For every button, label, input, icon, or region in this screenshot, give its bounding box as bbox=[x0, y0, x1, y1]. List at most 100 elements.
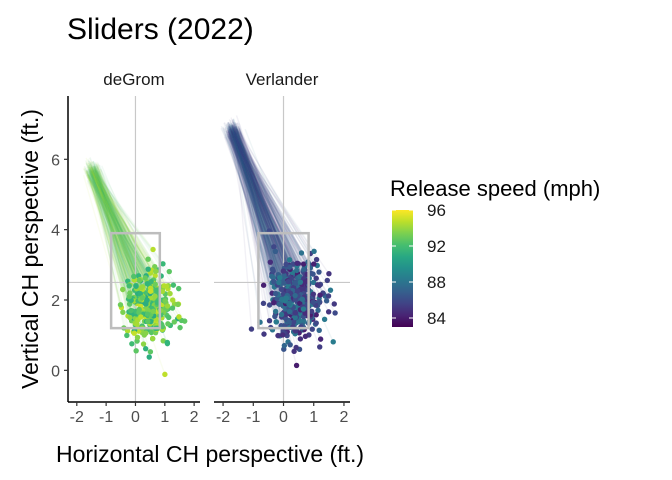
pitch-point bbox=[175, 285, 182, 292]
trajectory-line bbox=[228, 123, 315, 252]
trajectory-line bbox=[91, 167, 170, 272]
pitch-point bbox=[292, 314, 298, 321]
pitch-point bbox=[146, 354, 152, 360]
trajectory-line bbox=[89, 161, 147, 277]
pitch-point bbox=[286, 308, 293, 315]
trajectory-line bbox=[228, 137, 288, 289]
pitch-point bbox=[308, 308, 315, 314]
pitch-point bbox=[169, 297, 176, 303]
trajectory-line bbox=[235, 126, 281, 278]
trajectory-line bbox=[228, 134, 293, 292]
trajectory-line bbox=[89, 165, 142, 281]
pitch-point bbox=[317, 336, 324, 342]
trajectory-line bbox=[93, 167, 157, 314]
pitch-point bbox=[152, 272, 158, 279]
pitch-point bbox=[162, 298, 168, 304]
pitch-point bbox=[137, 291, 143, 297]
pitch-point bbox=[311, 248, 317, 255]
pitch-point bbox=[138, 314, 144, 320]
trajectory-line bbox=[229, 125, 318, 266]
trajectory-line bbox=[94, 170, 155, 307]
trajectory-line bbox=[92, 164, 162, 288]
trajectory-line bbox=[230, 128, 315, 283]
trajectory-line bbox=[227, 135, 289, 293]
facet-panel-verlander: Verlander -2 -1 0 1 2 bbox=[214, 70, 350, 426]
legend: Release speed (mph) 96 92 88 84 bbox=[390, 176, 600, 328]
pitch-point bbox=[126, 283, 132, 289]
pitch-point bbox=[120, 286, 126, 293]
trajectory-line bbox=[233, 135, 271, 306]
trajectory-line bbox=[235, 122, 287, 298]
trajectory-line bbox=[231, 126, 301, 279]
trajectory-line bbox=[91, 166, 135, 277]
trajectory-line bbox=[94, 167, 152, 282]
trajectory-line bbox=[226, 122, 306, 275]
pitch-point bbox=[117, 302, 124, 308]
trajectory-line bbox=[227, 126, 306, 268]
pitch-point bbox=[280, 332, 286, 338]
trajectory-line bbox=[87, 158, 122, 305]
pitch-point bbox=[145, 318, 151, 325]
pitch-point bbox=[261, 331, 267, 337]
pitch-point bbox=[316, 327, 322, 333]
trajectory-line bbox=[231, 131, 297, 317]
pitch-point bbox=[269, 266, 276, 272]
y-tick-label: 2 bbox=[51, 293, 60, 310]
trajectory-line bbox=[86, 169, 133, 321]
trajectory-line bbox=[93, 179, 136, 291]
trajectory-line bbox=[227, 128, 305, 271]
trajectory-line bbox=[231, 124, 291, 294]
pitch-point bbox=[297, 273, 303, 280]
pitch-point bbox=[324, 277, 331, 284]
pitch-point bbox=[269, 273, 275, 279]
trajectory-line bbox=[88, 164, 139, 294]
trajectory-line bbox=[231, 124, 274, 272]
trajectory-line bbox=[234, 137, 285, 290]
trajectory-line bbox=[88, 171, 157, 292]
pitch-point bbox=[272, 290, 279, 297]
trajectory-line bbox=[238, 130, 286, 297]
trajectory-line bbox=[83, 168, 148, 283]
pitch-point bbox=[134, 334, 141, 341]
trajectory-line bbox=[233, 134, 288, 280]
pitch-point bbox=[294, 267, 300, 274]
trajectory-line bbox=[230, 131, 291, 299]
trajectory-line bbox=[226, 129, 275, 303]
trajectory-line bbox=[238, 130, 310, 285]
trajectory-line bbox=[90, 166, 151, 290]
pitch-point bbox=[310, 299, 316, 305]
trajectory-line bbox=[230, 124, 293, 273]
trajectory-line bbox=[93, 165, 156, 268]
pitch-point bbox=[313, 320, 319, 326]
trajectory-line bbox=[92, 170, 141, 280]
pitch-point bbox=[286, 301, 292, 307]
trajectory-line bbox=[223, 122, 330, 275]
trajectory-line bbox=[238, 123, 279, 279]
pitch-point bbox=[124, 332, 130, 339]
trajectory-line bbox=[234, 126, 271, 321]
pitch-point bbox=[297, 336, 304, 342]
pitch-point bbox=[281, 280, 287, 286]
trajectory-line bbox=[234, 127, 310, 279]
pitch-point bbox=[162, 371, 168, 378]
pitch-point bbox=[321, 316, 328, 323]
trajectory-line bbox=[89, 163, 150, 312]
pitch-point bbox=[297, 279, 304, 285]
trajectory-line bbox=[232, 127, 286, 294]
trajectory-line bbox=[228, 129, 306, 285]
trajectory-line bbox=[233, 127, 294, 276]
trajectory-line bbox=[229, 127, 288, 294]
trajectory-line bbox=[88, 157, 144, 297]
trajectory-line bbox=[90, 170, 153, 271]
pitch-point bbox=[150, 246, 156, 253]
pitch-point bbox=[276, 279, 282, 286]
pitch-point bbox=[120, 309, 126, 315]
trajectory-line bbox=[89, 163, 151, 294]
trajectory-line bbox=[234, 130, 297, 275]
pitch-point bbox=[331, 301, 337, 307]
trajectory-line bbox=[89, 168, 139, 302]
pitch-point bbox=[145, 266, 151, 272]
trajectory-line bbox=[228, 126, 318, 260]
x-tick-label: -1 bbox=[99, 409, 113, 426]
pitch-point bbox=[292, 310, 299, 316]
